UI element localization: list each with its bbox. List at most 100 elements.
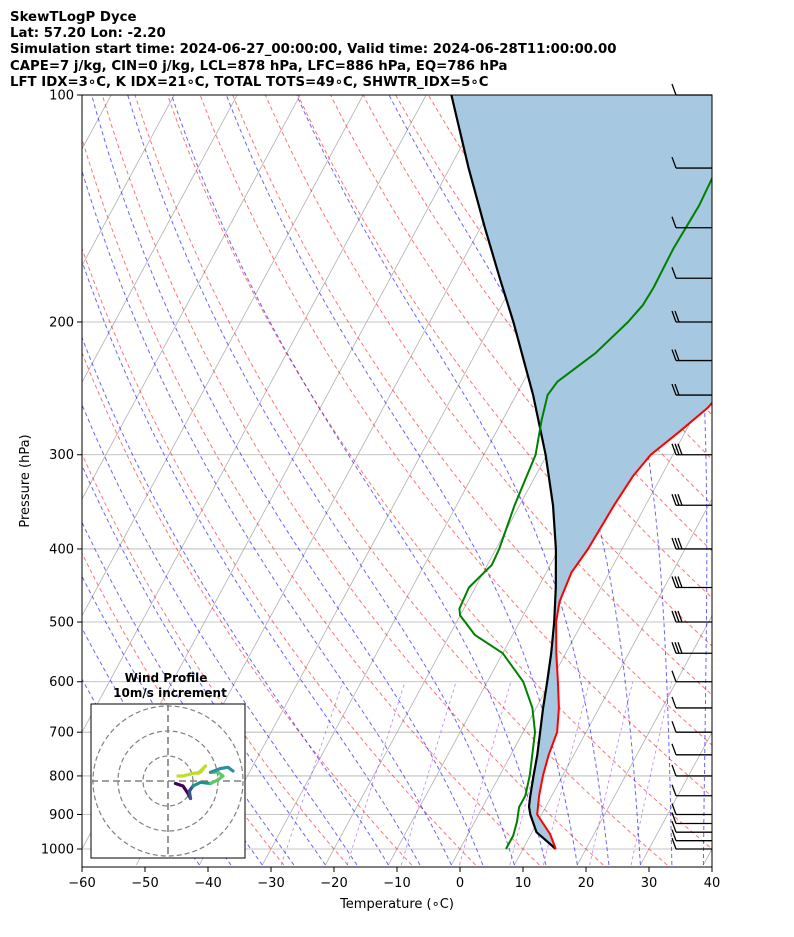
barb-feather xyxy=(671,83,677,96)
barb-feather xyxy=(674,576,680,588)
y-tick-label: 400 xyxy=(49,542,74,557)
barb-feather xyxy=(671,837,677,850)
moist-adiabat xyxy=(511,95,673,866)
y-tick-label: 700 xyxy=(49,726,74,741)
wind-barb xyxy=(671,494,712,506)
barb-feather xyxy=(671,696,677,709)
isotherm xyxy=(82,95,238,384)
dry-adiabat xyxy=(167,95,712,850)
moist-adiabat xyxy=(91,95,484,866)
x-tick-label: −40 xyxy=(194,876,221,891)
barb-feather xyxy=(671,349,677,361)
hodograph-plot xyxy=(91,704,245,858)
moist-adiabat xyxy=(82,521,295,866)
wind-barb xyxy=(671,576,712,589)
hodograph-trace xyxy=(176,764,208,778)
barb-feather xyxy=(671,537,677,550)
barb-feather xyxy=(677,576,683,588)
barb-feather xyxy=(671,216,677,228)
wind-barb xyxy=(671,642,712,654)
header-cape: CAPE=7 j/kg, CIN=0 j/kg, LCL=878 hPa, LF… xyxy=(10,59,508,74)
barb-feather xyxy=(671,803,677,815)
x-tick-label: −20 xyxy=(320,876,347,891)
isotherm xyxy=(766,95,794,865)
hodograph-trace xyxy=(208,765,235,774)
cape-area xyxy=(451,95,712,849)
barb-feather xyxy=(677,610,683,623)
dry-adiabat xyxy=(264,95,712,696)
x-tick-label: −50 xyxy=(131,876,158,891)
moist-adiabat xyxy=(388,95,641,866)
wind-barb xyxy=(671,812,712,825)
mixing-ratio-line xyxy=(509,681,559,866)
mixing-ratio-line xyxy=(589,681,634,866)
hodograph-subtitle: 10m/s increment xyxy=(113,686,227,700)
x-tick-label: −60 xyxy=(68,876,95,891)
y-tick-label: 200 xyxy=(49,315,74,330)
wind-barb xyxy=(671,216,712,229)
y-tick-label: 800 xyxy=(49,769,74,784)
wind-barb xyxy=(671,803,712,816)
barb-feather xyxy=(671,576,677,588)
mixing-ratio-line xyxy=(630,681,672,866)
wind-barb xyxy=(671,537,712,550)
x-tick-label: −10 xyxy=(383,876,410,891)
barb-feather xyxy=(674,349,680,361)
y-tick-label: 300 xyxy=(49,448,74,463)
dry-adiabat xyxy=(101,95,604,866)
dry-adiabat xyxy=(82,552,285,866)
wind-barb xyxy=(671,820,712,833)
wind-barb xyxy=(671,349,712,362)
barb-feather xyxy=(677,537,683,550)
mixing-ratio-line xyxy=(400,681,457,866)
mixing-ratio-line xyxy=(459,681,512,866)
header-latlon: Lat: 57.20 Lon: -2.20 xyxy=(10,26,166,41)
barb-feather xyxy=(671,820,677,833)
wind-barb xyxy=(671,720,712,733)
barb-feather xyxy=(671,610,677,623)
wind-barb xyxy=(671,743,712,756)
isotherm xyxy=(451,381,712,866)
plot-area xyxy=(82,95,794,866)
temperature-line xyxy=(536,401,712,850)
wind-barb xyxy=(671,383,712,396)
moist-adiabat xyxy=(296,95,610,866)
barb-feather xyxy=(671,764,677,777)
isotherm xyxy=(514,498,712,866)
wind-barb xyxy=(671,764,712,777)
dry-adiabat xyxy=(199,95,712,798)
wind-barb xyxy=(671,443,712,456)
x-axis: −60 −50 −40 −30 −20 −10 0 10 20 30 40 xyxy=(68,867,720,891)
moist-adiabat xyxy=(82,259,421,866)
isotherm xyxy=(82,95,364,617)
mixing-ratio-line xyxy=(346,681,406,866)
barb-feather xyxy=(671,383,677,396)
header: SkewTLogP Dyce Lat: 57.20 Lon: -2.20 Sim… xyxy=(10,10,617,90)
wind-barbs xyxy=(671,83,712,850)
isotherm xyxy=(703,848,712,866)
isotherm xyxy=(82,95,175,267)
wind-barb xyxy=(671,696,712,709)
barb-feather xyxy=(674,494,680,506)
dry-adiabat xyxy=(297,95,712,647)
barb-feather xyxy=(674,537,680,550)
barb-feather xyxy=(671,784,677,797)
isotherm xyxy=(577,614,712,866)
y-tick-label: 1000 xyxy=(41,843,74,858)
barb-feather xyxy=(671,443,677,455)
barb-feather xyxy=(677,642,683,654)
y-tick-label: 100 xyxy=(49,89,74,104)
moist-adiabat xyxy=(82,464,326,866)
header-times: Simulation start time: 2024-06-27_00:00:… xyxy=(10,42,617,57)
isotherm xyxy=(82,95,301,500)
wind-barb xyxy=(671,829,712,842)
dewpoint-line xyxy=(458,176,712,850)
cape-layer xyxy=(451,95,712,849)
barb-feather xyxy=(677,443,683,455)
barb-feather xyxy=(671,720,677,733)
hodograph-trace xyxy=(187,784,195,801)
barb-feather xyxy=(674,310,680,323)
wind-barb xyxy=(671,670,712,683)
wind-barb xyxy=(671,784,712,797)
